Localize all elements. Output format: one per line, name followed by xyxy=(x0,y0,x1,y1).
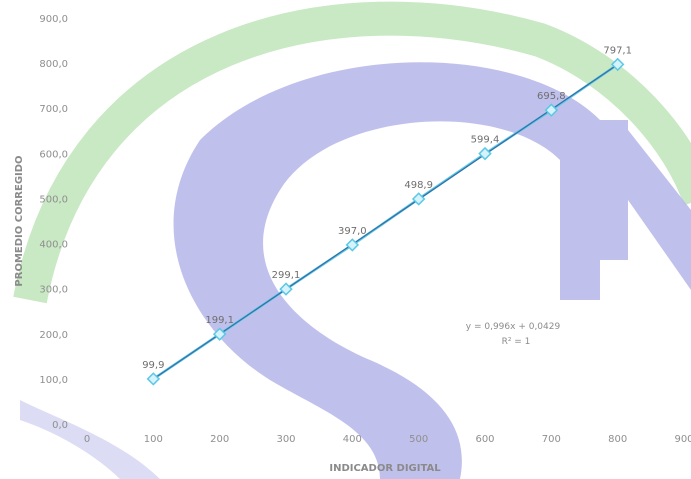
data-point xyxy=(544,103,559,117)
data-point xyxy=(146,372,161,386)
x-axis-ticks: 0 100 200 300 400 500 600 700 800 900 xyxy=(84,434,691,445)
trendline xyxy=(152,64,619,380)
x-axis-title: INDICADOR DIGITAL xyxy=(329,463,441,474)
x-tick-label: 300 xyxy=(276,434,295,445)
y-tick-label: 800,0 xyxy=(39,59,68,70)
data-label: 695,8 xyxy=(537,91,566,102)
y-axis-ticks: 0,0 100,0 200,0 300,0 400,0 500,0 600,0 700,0 80… xyxy=(39,14,68,431)
trendline-equation: y = 0,996x + 0,0429 xyxy=(466,322,561,332)
x-tick-label: 400 xyxy=(343,434,362,445)
trendline-r2: R² = 1 xyxy=(502,337,531,347)
y-axis-title: PROMEDIO CORREGIDO xyxy=(14,155,25,286)
y-tick-label: 600,0 xyxy=(39,149,68,160)
watermark-logo xyxy=(13,1,691,479)
x-tick-label: 500 xyxy=(409,434,428,445)
data-point xyxy=(279,282,293,296)
x-tick-label: 0 xyxy=(84,434,90,445)
y-tick-label: 700,0 xyxy=(39,104,68,115)
data-point xyxy=(610,57,625,72)
x-tick-label: 700 xyxy=(542,434,561,445)
data-point xyxy=(345,238,360,252)
x-tick-label: 600 xyxy=(475,434,494,445)
x-tick-label: 900 xyxy=(674,434,691,445)
data-labels: 99,9 199,1 299,1 397,0 498,9 599,4 695,8 797,1 xyxy=(142,45,632,371)
y-tick-label: 900,0 xyxy=(39,14,68,25)
y-tick-label: 300,0 xyxy=(39,285,68,296)
y-tick-label: 500,0 xyxy=(39,194,68,205)
x-tick-label: 100 xyxy=(144,434,163,445)
data-label: 99,9 xyxy=(142,360,164,371)
y-tick-label: 200,0 xyxy=(39,330,68,341)
y-tick-label: 100,0 xyxy=(39,375,68,386)
x-tick-label: 800 xyxy=(608,434,627,445)
data-label: 599,4 xyxy=(471,135,500,146)
series-layer xyxy=(146,57,625,386)
y-tick-label: 0,0 xyxy=(52,420,68,431)
data-label: 299,1 xyxy=(272,270,301,281)
y-tick-label: 400,0 xyxy=(39,240,68,251)
data-label: 498,9 xyxy=(404,180,433,191)
data-point xyxy=(411,192,426,206)
data-point xyxy=(478,146,492,161)
data-label: 397,0 xyxy=(338,226,367,237)
data-label: 199,1 xyxy=(205,315,234,326)
x-tick-label: 200 xyxy=(210,434,229,445)
data-label: 797,1 xyxy=(603,45,632,56)
data-point xyxy=(212,327,227,341)
